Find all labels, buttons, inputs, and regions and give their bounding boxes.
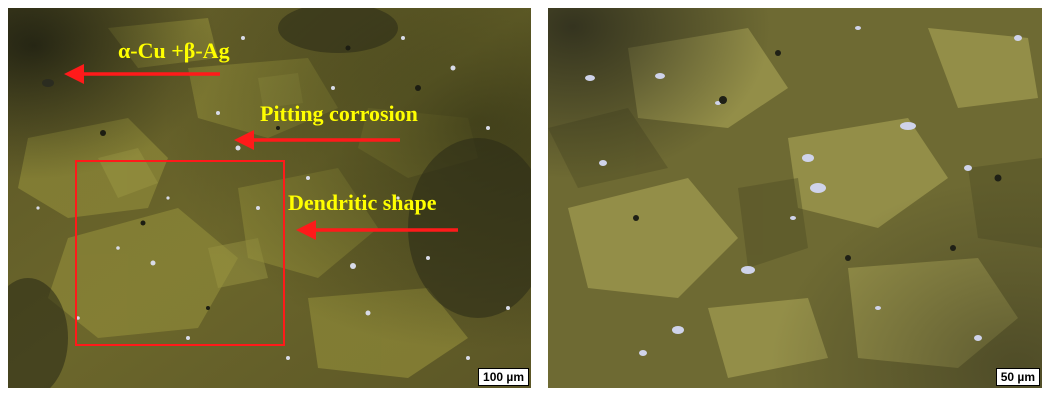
corrosion-pits — [585, 26, 1022, 356]
arrow-head-pitting — [234, 130, 254, 150]
arrow-head-phase — [64, 64, 84, 84]
scale-bar-right: 50 µm — [995, 368, 1040, 386]
micrograph-left: α-Cu +β-Ag Pitting corrosion Dendritic s… — [8, 8, 531, 388]
micrograph-right-image — [548, 8, 1042, 388]
label-pitting-corrosion: Pitting corrosion — [260, 101, 418, 126]
label-phase: α-Cu +β-Ag — [118, 38, 230, 63]
annotation-arrows — [64, 64, 458, 240]
scale-bar-left: 100 µm — [478, 368, 529, 386]
label-dendritic-shape: Dendritic shape — [288, 190, 437, 215]
micrograph-right: 50 µm — [548, 8, 1042, 388]
corrosion-pits — [36, 36, 510, 360]
region-of-interest-box — [75, 160, 285, 346]
micrograph-left-image — [8, 8, 531, 388]
arrow-head-dendritic — [296, 220, 316, 240]
